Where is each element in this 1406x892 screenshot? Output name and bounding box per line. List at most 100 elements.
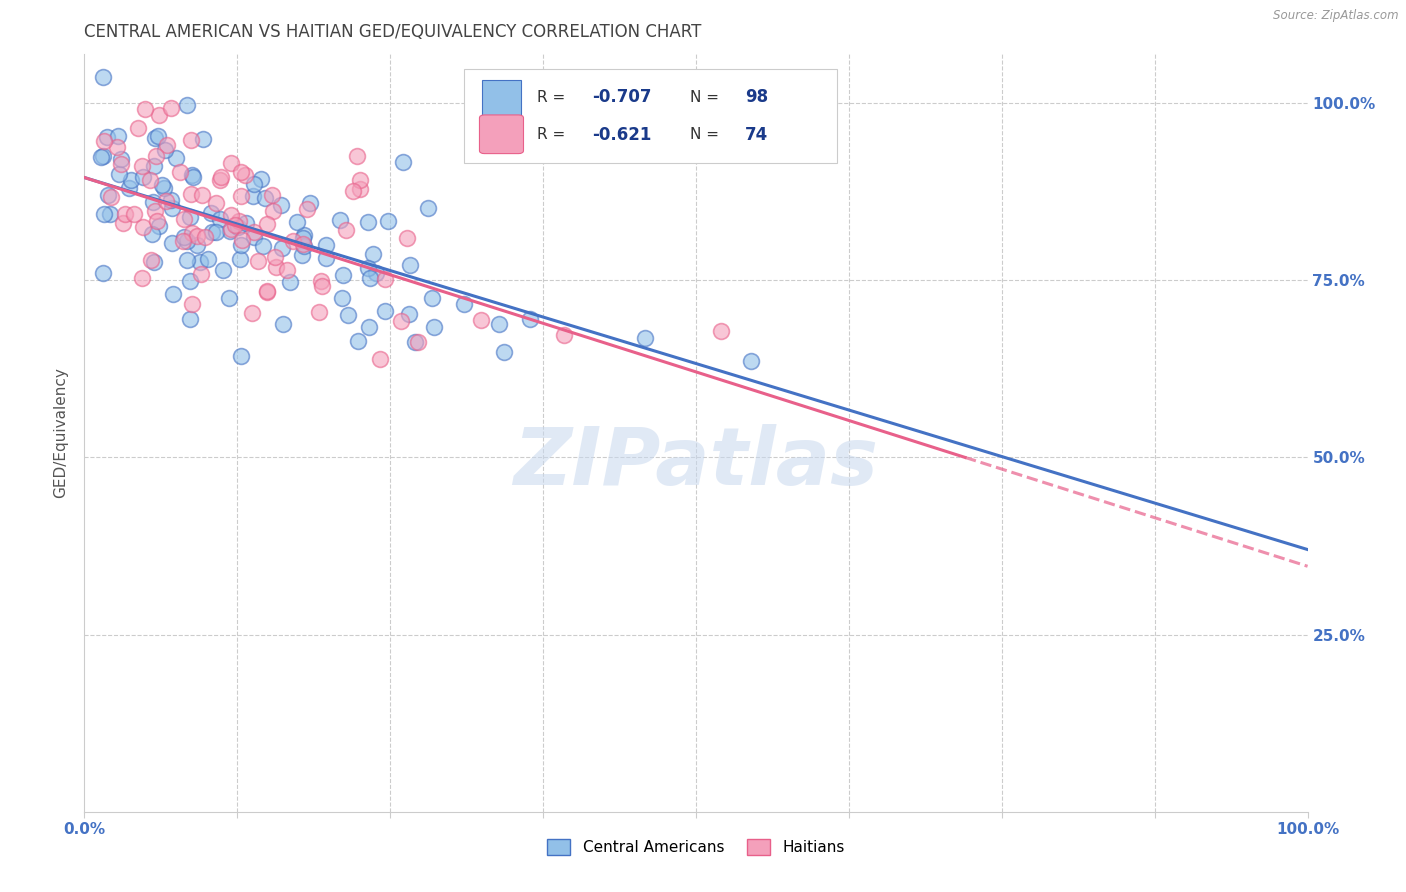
Point	[285, 215, 308, 229]
Point	[193, 132, 215, 146]
Y-axis label: GED/Equivalency: GED/Equivalency	[53, 368, 69, 498]
Point	[141, 195, 163, 210]
Point	[377, 214, 399, 228]
Point	[226, 219, 249, 234]
Point	[252, 239, 274, 253]
Point	[107, 128, 129, 143]
Point	[278, 275, 301, 289]
Point	[162, 287, 184, 301]
Point	[357, 215, 380, 229]
Point	[173, 229, 195, 244]
Point	[118, 181, 141, 195]
Point	[366, 266, 388, 280]
Point	[264, 260, 287, 275]
Point	[183, 170, 205, 185]
Point	[291, 231, 314, 245]
Point	[186, 228, 208, 243]
Point	[315, 238, 337, 252]
Point	[253, 191, 276, 205]
Point	[172, 234, 194, 248]
Point	[219, 222, 242, 236]
Point	[188, 255, 211, 269]
Point	[494, 345, 516, 359]
Point	[191, 187, 214, 202]
Point	[143, 130, 166, 145]
Point	[229, 237, 252, 252]
Point	[122, 207, 145, 221]
Point	[111, 216, 134, 230]
Text: 74: 74	[745, 126, 768, 144]
Text: ZIPatlas: ZIPatlas	[513, 424, 879, 502]
Point	[165, 151, 187, 165]
Point	[108, 167, 131, 181]
Point	[180, 187, 202, 202]
Point	[148, 128, 170, 143]
Point	[148, 219, 170, 234]
Point	[250, 171, 273, 186]
Point	[392, 154, 415, 169]
Point	[91, 266, 114, 280]
Point	[349, 182, 371, 196]
Point	[420, 291, 443, 305]
Point	[335, 223, 357, 237]
Point	[229, 252, 252, 266]
Point	[160, 193, 183, 207]
Point	[359, 271, 381, 285]
Point	[330, 291, 353, 305]
Point	[156, 137, 179, 152]
Point	[208, 212, 231, 227]
Point	[141, 252, 163, 267]
Point	[110, 156, 132, 170]
Point	[262, 203, 284, 218]
Point	[134, 102, 156, 116]
Point	[315, 252, 337, 266]
Point	[224, 218, 246, 232]
Point	[146, 214, 169, 228]
Legend: Central Americans, Haitians: Central Americans, Haitians	[541, 833, 851, 861]
Point	[398, 308, 420, 322]
Text: R =: R =	[537, 90, 569, 105]
Point	[150, 178, 173, 192]
FancyBboxPatch shape	[482, 80, 522, 116]
Point	[142, 255, 165, 269]
Point	[260, 187, 283, 202]
Point	[212, 263, 235, 277]
Point	[176, 234, 198, 248]
Text: 98: 98	[745, 88, 768, 106]
Point	[342, 184, 364, 198]
Point	[180, 226, 202, 240]
Point	[218, 291, 240, 305]
Point	[110, 152, 132, 166]
Point	[423, 320, 446, 334]
FancyBboxPatch shape	[464, 69, 837, 163]
Point	[263, 250, 285, 264]
Point	[361, 247, 384, 261]
Point	[141, 227, 163, 241]
Point	[553, 327, 575, 342]
Point	[180, 133, 202, 147]
Point	[139, 173, 162, 187]
Point	[349, 173, 371, 187]
Text: N =: N =	[690, 128, 724, 142]
Point	[142, 159, 165, 173]
Text: Source: ZipAtlas.com: Source: ZipAtlas.com	[1274, 9, 1399, 22]
Point	[145, 149, 167, 163]
Point	[291, 248, 314, 262]
Point	[131, 271, 153, 285]
Point	[256, 217, 278, 231]
Point	[256, 284, 278, 298]
Point	[205, 195, 228, 210]
Point	[169, 165, 191, 179]
Point	[97, 188, 120, 202]
Point	[179, 275, 201, 289]
Point	[89, 150, 111, 164]
Point	[197, 252, 219, 267]
Point	[357, 320, 380, 334]
Point	[91, 70, 114, 84]
Point	[242, 178, 264, 192]
Text: -0.707: -0.707	[592, 88, 651, 106]
Text: N =: N =	[690, 90, 724, 105]
Point	[235, 216, 257, 230]
Point	[519, 312, 541, 326]
Point	[127, 120, 149, 135]
